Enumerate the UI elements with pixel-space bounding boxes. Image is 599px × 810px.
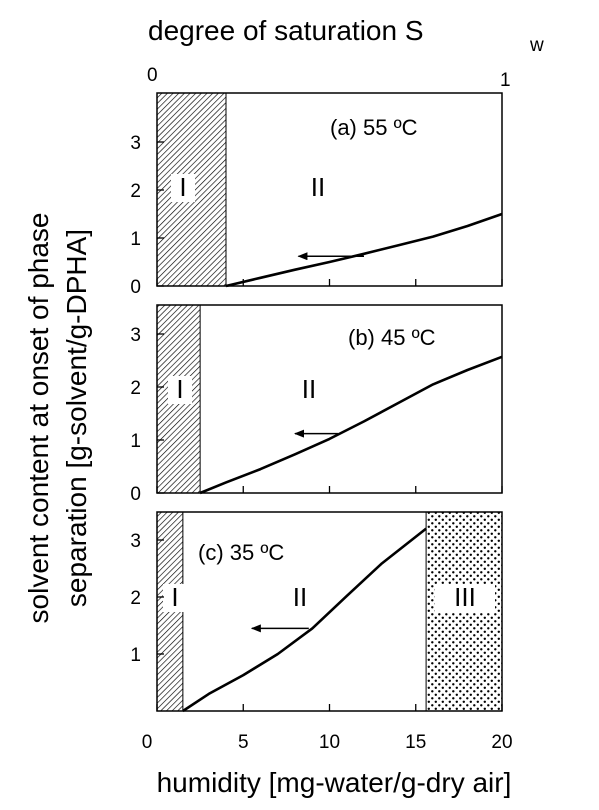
y-tick-label: 0 xyxy=(130,277,141,298)
x-axis-title: humidity [mg-water/g-dry air] xyxy=(157,767,512,798)
y-axis-title-line2: separation [g-solvent/g-DPHA] xyxy=(61,229,92,607)
series-line xyxy=(182,527,427,713)
region-label-ii: II xyxy=(293,582,307,612)
y-tick-label: 1 xyxy=(130,431,141,452)
top-axis-title: degree of saturation S xyxy=(148,15,424,46)
x-tick-label: 10 xyxy=(319,732,340,753)
region-label-iii: III xyxy=(454,582,476,612)
region-label-i: I xyxy=(176,374,183,404)
region-label-bg xyxy=(163,584,187,612)
panel-title: (c) 35 ºC xyxy=(198,540,284,565)
y-axis-title-line1: solvent content at onset of phase xyxy=(23,213,54,624)
top-axis-tick-label: 1 xyxy=(500,70,511,91)
region-label-ii: II xyxy=(302,374,316,404)
y-tick-label: 2 xyxy=(130,378,141,399)
y-tick-label: 2 xyxy=(130,588,141,609)
y-tick-label: 0 xyxy=(130,484,141,505)
y-tick-label: 1 xyxy=(130,229,141,250)
region-label-i: I xyxy=(179,172,186,202)
x-tick-label: 5 xyxy=(238,732,249,753)
panel-frame xyxy=(156,304,503,494)
x-tick-label: 15 xyxy=(405,732,426,753)
panel-title: (b) 45 ºC xyxy=(348,325,436,350)
y-tick-label: 3 xyxy=(130,133,141,154)
y-tick-label: 3 xyxy=(130,531,141,552)
y-tick-label: 3 xyxy=(130,325,141,346)
region-label-bg xyxy=(435,584,495,612)
top-axis-title-subscript: w xyxy=(529,35,544,56)
panel-title: (a) 55 ºC xyxy=(330,115,418,140)
region-label-bg xyxy=(168,376,192,404)
series-line xyxy=(225,212,503,288)
top-axis-tick-label: 0 xyxy=(147,65,158,86)
x-tick-label: 20 xyxy=(491,732,512,753)
x-tick-label: 0 xyxy=(142,732,153,753)
region-label-bg xyxy=(171,174,195,202)
y-tick-label: 1 xyxy=(130,645,141,666)
region-label-i: I xyxy=(171,582,178,612)
region-label-ii: II xyxy=(311,172,325,202)
y-tick-label: 2 xyxy=(130,181,141,202)
series-line xyxy=(199,355,503,495)
